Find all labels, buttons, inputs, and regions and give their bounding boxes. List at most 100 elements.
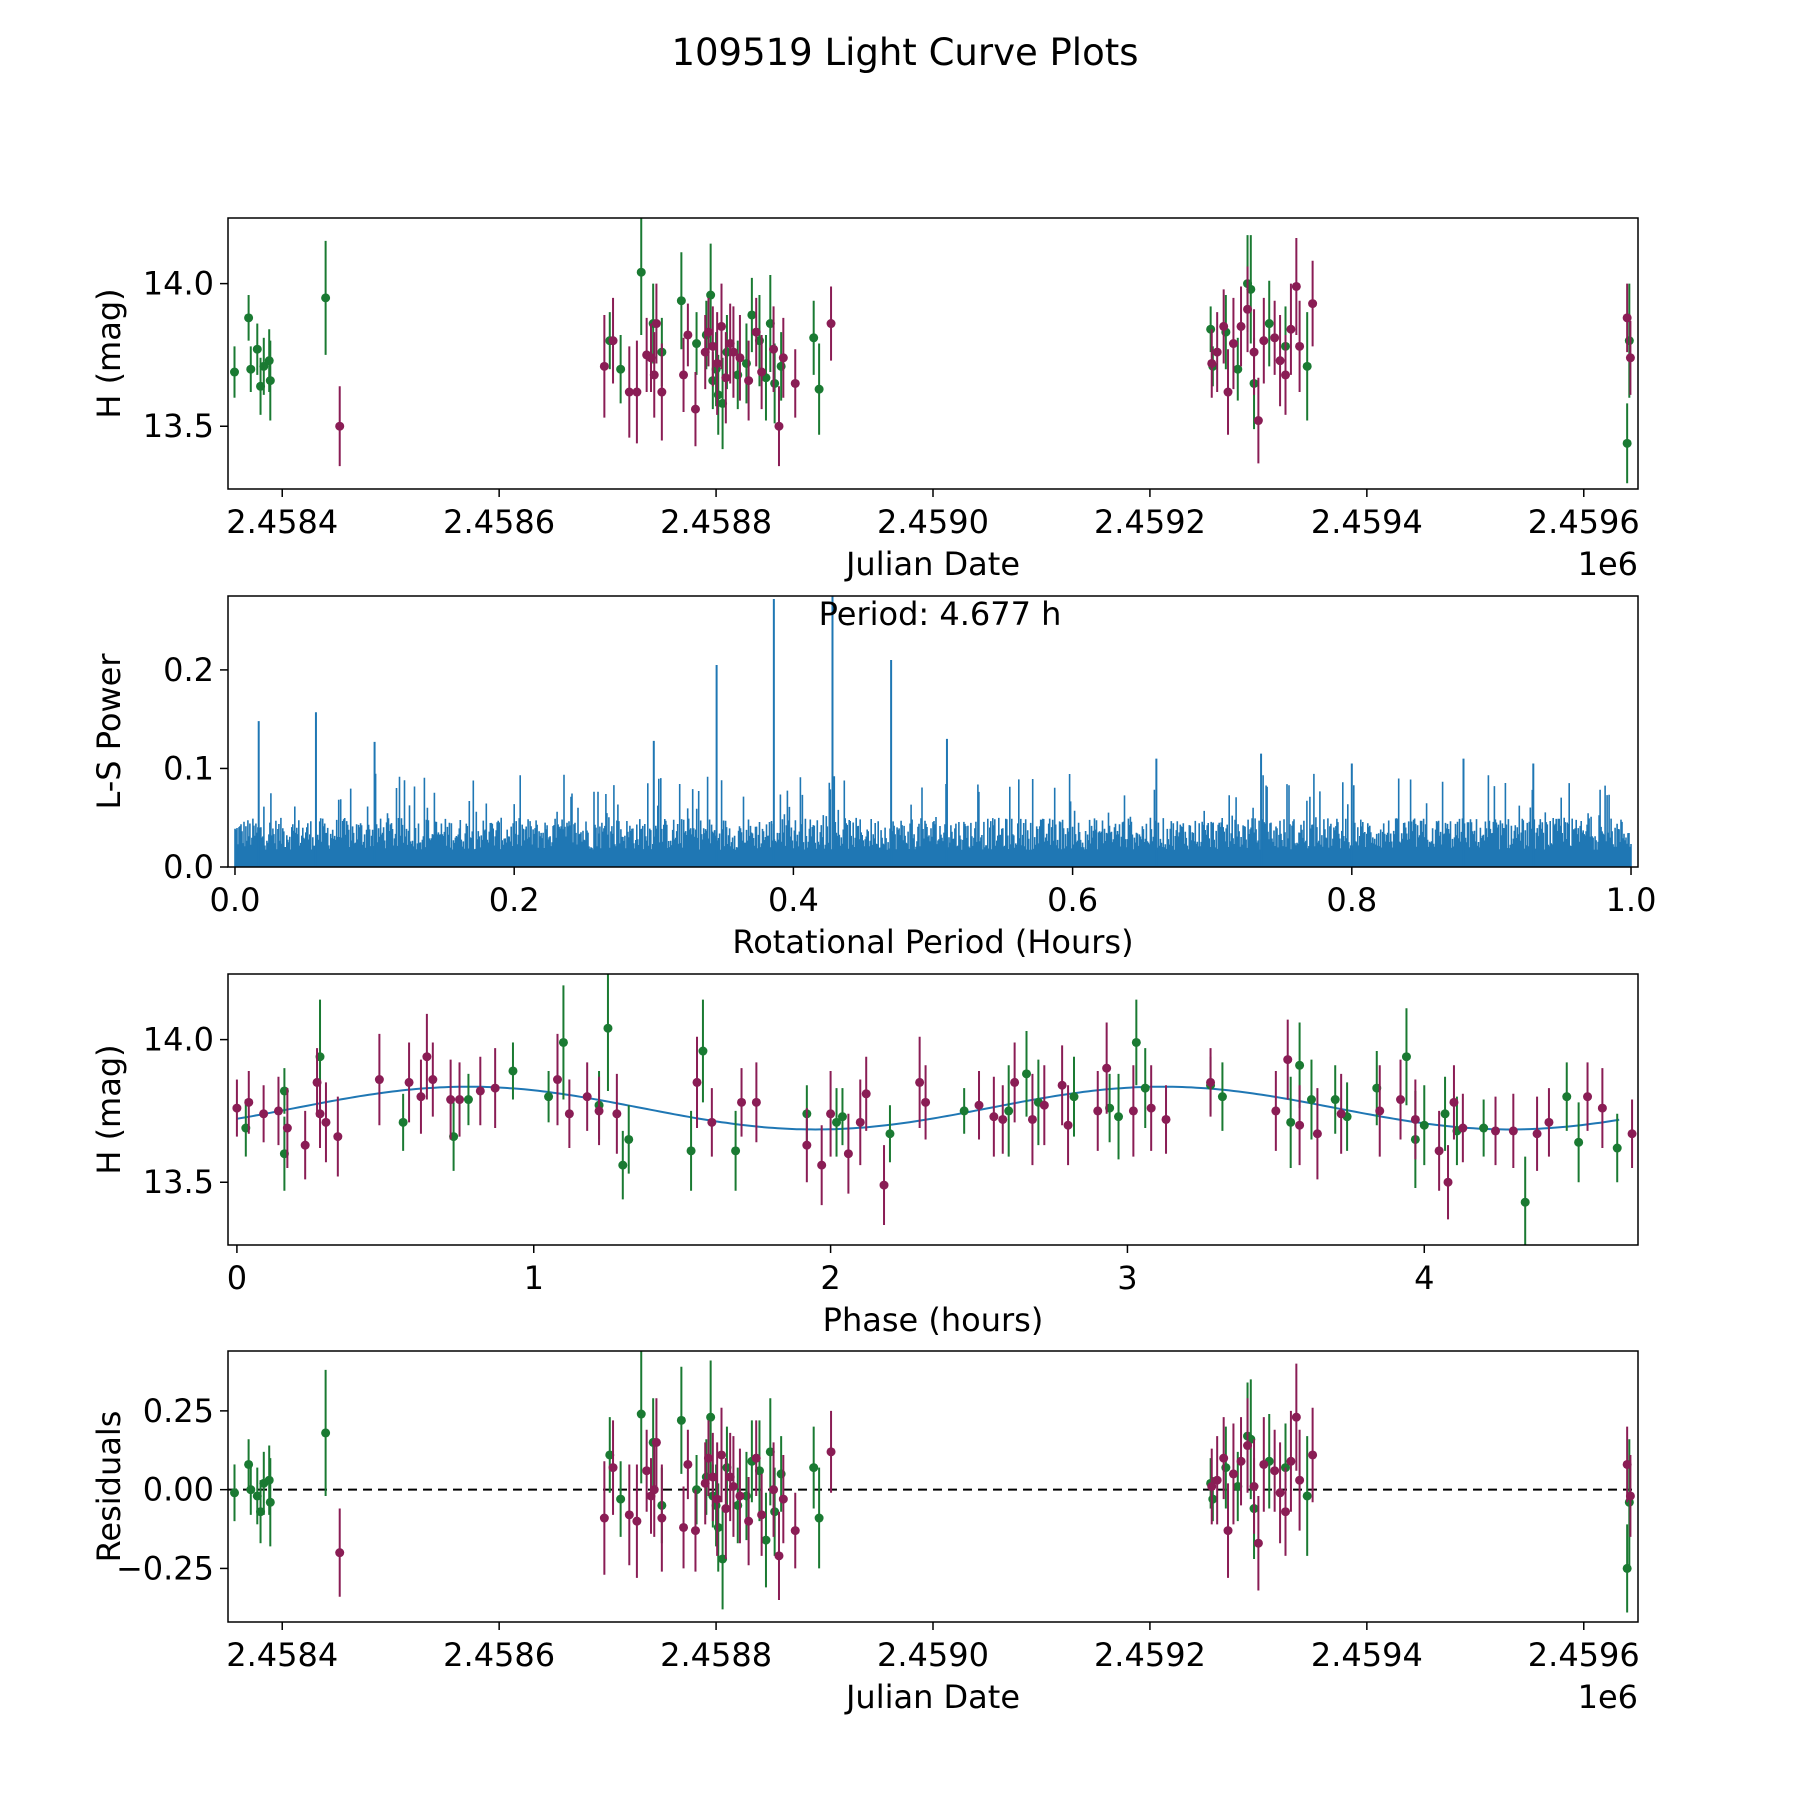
- lightcurve-point-green: [1246, 284, 1256, 294]
- residuals-point-green: [765, 1447, 775, 1457]
- phased-point-purple: [692, 1077, 702, 1087]
- phased-xlabel: Phase (hours): [823, 1301, 1044, 1339]
- lightcurve-point-green: [1264, 319, 1274, 329]
- phased-point-green: [837, 1112, 847, 1122]
- residuals-point-purple: [790, 1526, 800, 1536]
- lightcurve-ylabel: H (mag): [90, 288, 128, 418]
- lightcurve-point-green: [264, 356, 274, 366]
- residuals-point-green: [692, 1485, 702, 1495]
- phased-point-purple: [915, 1077, 925, 1087]
- lightcurve-xtick-label: 2.4594: [1311, 503, 1423, 541]
- phased-point-green: [731, 1146, 741, 1156]
- residuals-point-green: [761, 1535, 771, 1545]
- phased-point-green: [398, 1117, 408, 1127]
- phased-point-purple: [1128, 1106, 1138, 1116]
- residuals-point-green: [636, 1409, 646, 1419]
- lightcurve-point-green: [1233, 364, 1243, 374]
- phased-point-green: [1612, 1143, 1622, 1153]
- phased-point-purple: [1161, 1114, 1171, 1124]
- lightcurve-point-purple: [624, 387, 634, 397]
- residuals-panel: 2.4584 2.4586 2.4588 2.4590 2.4592 2.4594 2.45…: [90, 1350, 1640, 1716]
- lightcurve-point-purple: [1295, 341, 1305, 351]
- residuals-point-green: [321, 1428, 331, 1438]
- lightcurve-point-purple: [632, 387, 642, 397]
- phased-point-purple: [826, 1109, 836, 1119]
- residuals-point-purple: [744, 1516, 754, 1526]
- lightcurve-ytick-label: 13.5: [143, 407, 214, 445]
- periodogram-ytick-label: 0.1: [163, 749, 214, 787]
- residuals-point-purple: [721, 1504, 731, 1514]
- lightcurve-point-purple: [1259, 336, 1269, 346]
- lightcurve-point-green: [1622, 438, 1632, 448]
- phased-point-purple: [879, 1180, 889, 1190]
- lightcurve-point-purple: [1275, 356, 1285, 366]
- residuals-point-green: [754, 1466, 764, 1476]
- lightcurve-point-purple: [1270, 333, 1280, 343]
- residuals-point-purple: [1253, 1538, 1263, 1548]
- phased-point-purple: [861, 1089, 871, 1099]
- lightcurve-point-purple: [774, 421, 784, 431]
- periodogram-xtick-label: 0.4: [768, 881, 819, 919]
- residuals-xtick-label: 2.4590: [877, 1636, 989, 1674]
- lightcurve-point-purple: [683, 330, 693, 340]
- phased-point-purple: [751, 1097, 761, 1107]
- phased-point-purple: [1336, 1109, 1346, 1119]
- residuals-point-purple: [651, 1437, 661, 1447]
- phased-point-green: [1574, 1137, 1584, 1147]
- lightcurve-point-green: [252, 344, 262, 354]
- lightcurve-point-purple: [757, 367, 767, 377]
- periodogram-plot-area: [234, 596, 1632, 867]
- lightcurve-point-purple: [744, 376, 754, 386]
- lightcurve-point-purple: [679, 370, 689, 380]
- lightcurve-point-green: [718, 398, 728, 408]
- phased-point-green: [1004, 1106, 1014, 1116]
- lightcurve-point-purple: [1291, 281, 1301, 291]
- residuals-xtick-label: 2.4584: [226, 1636, 338, 1674]
- phased-point-purple: [1597, 1103, 1607, 1113]
- periodogram-xtick-label: 0.8: [1326, 881, 1377, 919]
- phased-plot-area: [232, 974, 1637, 1245]
- phased-point-purple: [1396, 1095, 1406, 1105]
- lightcurve-point-purple: [599, 361, 609, 371]
- residuals-point-purple: [599, 1513, 609, 1523]
- phased-point-purple: [1410, 1114, 1420, 1124]
- lightcurve-point-green: [770, 378, 780, 388]
- phased-point-purple: [707, 1117, 717, 1127]
- residuals-point-purple: [826, 1447, 836, 1457]
- residuals-point-green: [722, 1463, 732, 1473]
- residuals-point-green: [616, 1494, 626, 1504]
- residuals-xtick-label: 2.4588: [660, 1636, 772, 1674]
- phased-point-green: [1401, 1052, 1411, 1062]
- lightcurve-point-purple: [708, 341, 718, 351]
- phased-point-green: [686, 1146, 696, 1156]
- lightcurve-point-purple: [1236, 321, 1246, 331]
- residuals-point-purple: [735, 1491, 745, 1501]
- residuals-point-purple: [1249, 1482, 1259, 1491]
- phased-point-purple: [564, 1109, 574, 1119]
- residuals-point-green: [1233, 1482, 1243, 1491]
- residuals-point-green: [605, 1450, 615, 1460]
- phased-point-purple: [737, 1097, 747, 1107]
- residuals-point-purple: [642, 1466, 652, 1476]
- residuals-point-purple: [774, 1551, 784, 1561]
- phased-point-purple: [1063, 1120, 1073, 1130]
- lightcurve-point-purple: [826, 319, 836, 329]
- lightcurve-point-green: [321, 293, 331, 303]
- phased-point-purple: [374, 1075, 384, 1085]
- phased-point-purple: [315, 1109, 325, 1119]
- residuals-point-green: [713, 1522, 723, 1532]
- residuals-ytick-label: −0.25: [116, 1549, 214, 1587]
- lightcurve-point-green: [676, 296, 686, 306]
- lightcurve-point-purple: [1625, 353, 1635, 363]
- lightcurve-point-purple: [790, 378, 800, 388]
- lightcurve-point-green: [265, 376, 275, 386]
- phased-point-green: [1022, 1069, 1032, 1079]
- residuals-point-green: [246, 1485, 256, 1495]
- lightcurve-point-purple: [751, 327, 761, 337]
- phased-point-purple: [843, 1149, 853, 1159]
- residuals-point-purple: [1212, 1475, 1222, 1485]
- phased-xtick-label: 3: [1117, 1259, 1137, 1297]
- residuals-point-purple: [769, 1485, 779, 1495]
- lightcurve-point-purple: [769, 344, 779, 354]
